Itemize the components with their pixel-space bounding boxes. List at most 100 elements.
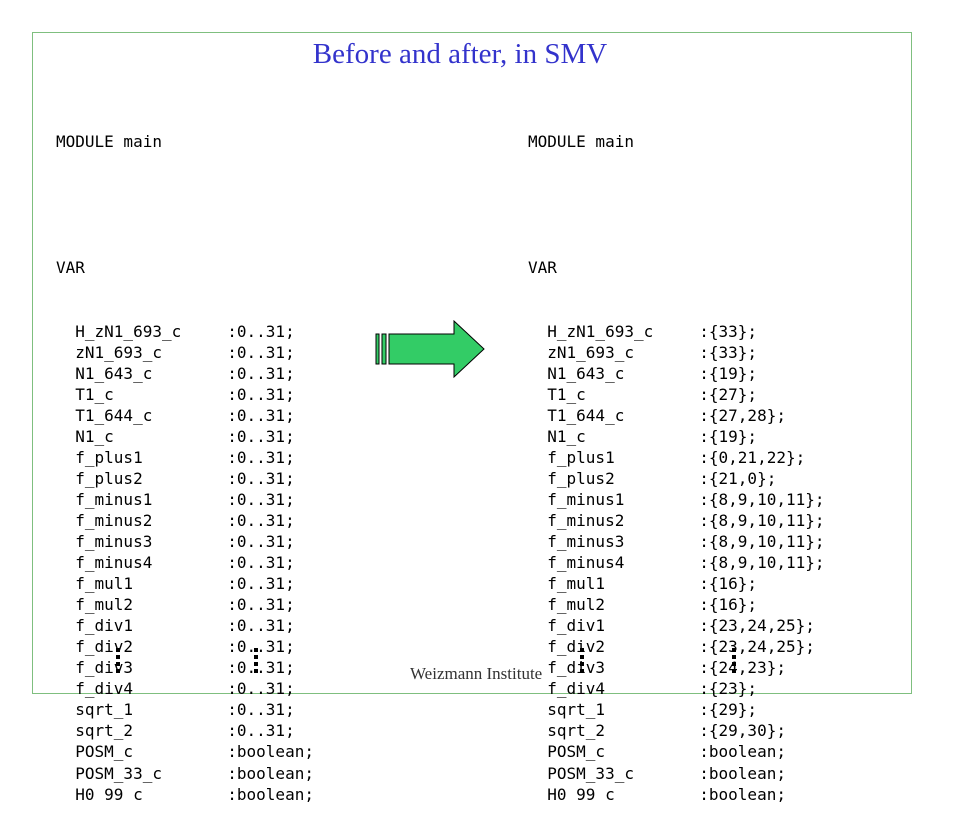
var-declaration: T1_644_c:0..31; <box>56 405 314 426</box>
var-declaration: f_minus4 :{8,9,10,11}; <box>528 552 825 573</box>
var-name: f_div2 <box>75 637 134 657</box>
var-list: H_zN1_693_c :0..31; zN1_693_c :0..31; N1_6… <box>56 321 314 805</box>
vertical-ellipsis-icon <box>116 648 120 676</box>
var-type: :0..31; <box>227 616 295 636</box>
var-list: H_zN1_693_c:{33}; zN1_693_c:{33}; N1_643… <box>528 321 825 805</box>
var-declaration: sqrt_2:0..31; <box>56 720 314 741</box>
var-type: :0..31; <box>227 510 295 530</box>
var-name: N1_c <box>547 426 586 446</box>
var-name: sqrt_1 <box>547 700 606 720</box>
var-name: f_minus2 <box>75 510 153 530</box>
vertical-ellipsis-icon <box>254 648 258 676</box>
var-type: :{16}; <box>699 595 758 615</box>
var-name: sqrt_2 <box>547 721 606 741</box>
var-type: :{19}; <box>699 426 758 446</box>
var-type: :{21,0}; <box>699 468 777 488</box>
var-type: :{8,9,10,11}; <box>699 489 825 509</box>
var-declaration: f_plus2:0..31; <box>56 468 314 489</box>
var-type: :{0,21,22}; <box>699 447 806 467</box>
var-declaration: f_minus3:{8,9,10,11}; <box>528 531 824 552</box>
var-type: :{19}; <box>699 363 758 383</box>
var-type: :boolean; <box>699 763 786 783</box>
var-declaration: sqrt_1:{29}; <box>528 699 825 720</box>
var-declaration: f_div3 :0..31; <box>56 657 314 678</box>
var-type: :0..31; <box>227 363 295 383</box>
var-name: f_div2 <box>547 637 606 657</box>
var-name: f_mul1 <box>75 574 134 594</box>
var-type: :{27,28}; <box>699 405 786 425</box>
var-declaration: POSM_c:boolean; <box>528 741 825 762</box>
var-declaration: f_minus2 :0..31; <box>56 510 314 531</box>
var-type: :0..31; <box>227 342 295 362</box>
var-declaration: f_mul1 :{16}; <box>528 573 825 594</box>
var-declaration: f_mul2 :{16}; <box>528 594 825 615</box>
slide-title: Before and after, in SMV <box>312 38 608 70</box>
var-name: f_div1 <box>75 616 134 636</box>
var-declaration: N1_c:0..31; <box>56 426 314 447</box>
var-type: :0..31; <box>227 658 295 678</box>
var-type: :{33}; <box>699 321 758 341</box>
var-declaration: H_zN1_693_c :{33}; <box>528 321 825 342</box>
var-name: f_minus4 <box>547 553 625 573</box>
var-declaration: H0 99 c:boolean; <box>56 784 314 805</box>
var-declaration: f_div3:{24,23}; <box>528 657 825 678</box>
var-name: f_plus1 <box>547 447 615 467</box>
var-type: :0..31; <box>227 447 295 467</box>
var-declaration: POSM_33_c:boolean; <box>56 763 314 784</box>
var-name: H0 99 c <box>75 784 143 804</box>
var-name: zN1_693_c <box>547 342 634 362</box>
var-declaration: f_minus1 :{8,9,10,11}; <box>528 489 825 510</box>
var-name: f_minus1 <box>547 489 625 509</box>
blank-line <box>528 194 825 215</box>
var-type: :0..31; <box>227 637 295 657</box>
var-name: N1_c <box>75 426 114 446</box>
var-type: :0..31; <box>227 531 295 551</box>
var-name: H0 99 c <box>547 784 615 804</box>
var-declaration: POSM_33_c :boolean; <box>528 763 825 784</box>
var-declaration: T1_c:{27}; <box>528 384 825 405</box>
var-name: f_plus1 <box>75 447 143 467</box>
var-name: f_mul2 <box>75 595 134 615</box>
var-name: H_zN1_693_c <box>75 321 182 341</box>
blank-line <box>56 194 314 215</box>
var-declaration: zN1_693_c :0..31; <box>56 342 314 363</box>
vertical-ellipsis-icon <box>580 648 584 676</box>
var-type: :{33}; <box>699 342 758 362</box>
footer-text: Weizmann Institute <box>410 664 543 683</box>
var-declaration: H0 99 c:boolean; <box>528 784 825 805</box>
var-declaration: f_mul1:0..31; <box>56 573 314 594</box>
var-declaration: N1_643_c:0..31; <box>56 363 314 384</box>
var-name: T1_c <box>547 384 586 404</box>
code-after: MODULE main VAR H_zN1_693_c:{33}; zN1_69… <box>528 89 825 826</box>
slide-frame <box>32 32 912 694</box>
var-type: :{16}; <box>699 574 758 594</box>
var-type: :{8,9,10,11}; <box>699 510 825 530</box>
var-declaration: T1_c:0..31; <box>56 384 314 405</box>
var-name: sqrt_2 <box>75 721 134 741</box>
var-type: :0..31; <box>227 595 295 615</box>
module-line: MODULE main <box>56 132 162 152</box>
var-declaration: sqrt_2:{29,30}; <box>528 720 825 741</box>
var-name: f_mul2 <box>547 595 606 615</box>
var-name: f_div1 <box>547 616 606 636</box>
var-type: :0..31; <box>227 321 295 341</box>
var-declaration: f_minus3:0..31; <box>56 531 314 552</box>
var-name: zN1_693_c <box>75 342 162 362</box>
var-name: T1_644_c <box>75 405 153 425</box>
module-line: MODULE main <box>528 132 634 152</box>
var-type: :{8,9,10,11}; <box>699 553 825 573</box>
var-name: POSM_33_c <box>547 763 634 783</box>
var-name: H_zN1_693_c <box>547 321 654 341</box>
var-name: f_plus2 <box>75 468 143 488</box>
var-line: VAR <box>56 258 85 278</box>
right-arrow-icon <box>375 320 485 378</box>
var-declaration: f_mul2 :0..31; <box>56 594 314 615</box>
var-name: f_div3 <box>547 658 606 678</box>
var-name: f_minus1 <box>75 489 153 509</box>
vertical-ellipsis-icon <box>732 648 736 676</box>
var-declaration: f_minus1:0..31; <box>56 489 314 510</box>
var-declaration: f_div1 :0..31; <box>56 615 314 636</box>
var-declaration: H_zN1_693_c :0..31; <box>56 321 314 342</box>
var-name: f_div3 <box>75 658 134 678</box>
var-name: f_mul1 <box>547 574 606 594</box>
